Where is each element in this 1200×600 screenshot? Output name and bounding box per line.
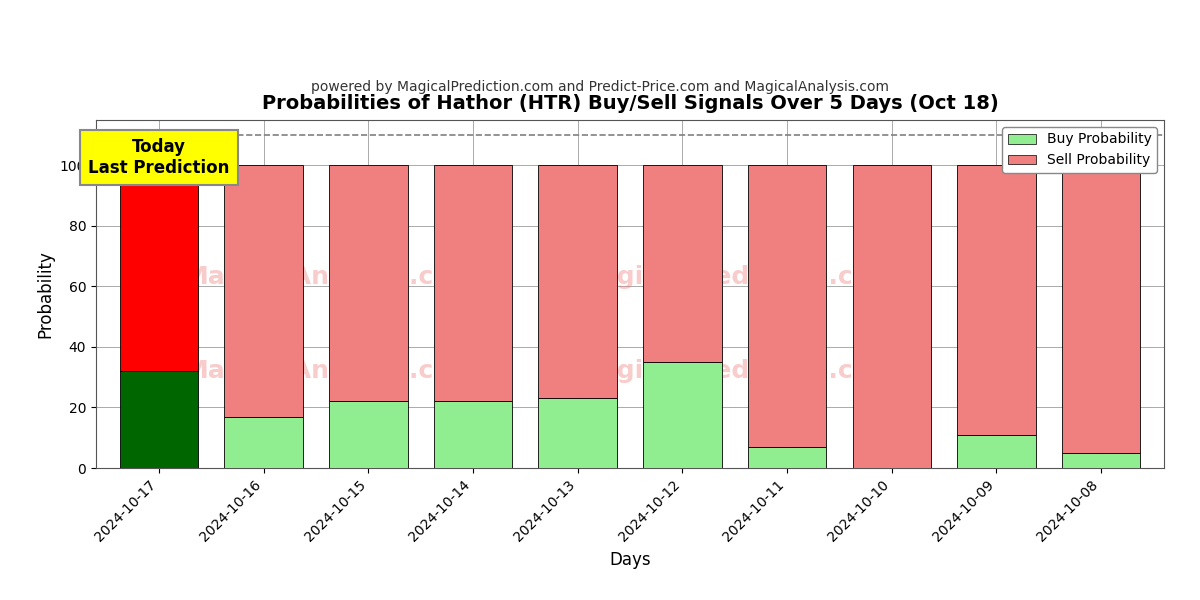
Bar xyxy=(748,166,827,447)
Bar xyxy=(539,398,617,468)
Bar xyxy=(120,166,198,371)
Text: MagicalAnalysis.com: MagicalAnalysis.com xyxy=(184,265,478,289)
Text: MagicalPrediction.com: MagicalPrediction.com xyxy=(576,265,898,289)
Bar xyxy=(329,166,408,401)
Title: Probabilities of Hathor (HTR) Buy/Sell Signals Over 5 Days (Oct 18): Probabilities of Hathor (HTR) Buy/Sell S… xyxy=(262,94,998,113)
Bar xyxy=(958,435,1036,468)
Y-axis label: Probability: Probability xyxy=(36,250,54,338)
Bar xyxy=(1062,453,1140,468)
Bar xyxy=(958,166,1036,435)
Bar xyxy=(748,447,827,468)
Text: Today
Last Prediction: Today Last Prediction xyxy=(88,138,229,177)
Bar xyxy=(539,166,617,398)
Bar xyxy=(643,362,721,468)
Bar xyxy=(852,166,931,468)
Bar xyxy=(433,401,512,468)
Legend: Buy Probability, Sell Probability: Buy Probability, Sell Probability xyxy=(1002,127,1157,173)
Bar xyxy=(433,166,512,401)
Bar xyxy=(120,371,198,468)
Bar xyxy=(643,166,721,362)
Text: MagicalAnalysis.com: MagicalAnalysis.com xyxy=(184,359,478,383)
X-axis label: Days: Days xyxy=(610,551,650,569)
Bar xyxy=(224,416,302,468)
Bar xyxy=(329,401,408,468)
Bar xyxy=(1062,166,1140,453)
Text: MagicalPrediction.com: MagicalPrediction.com xyxy=(576,359,898,383)
Text: powered by MagicalPrediction.com and Predict-Price.com and MagicalAnalysis.com: powered by MagicalPrediction.com and Pre… xyxy=(311,80,889,94)
Bar xyxy=(224,166,302,416)
